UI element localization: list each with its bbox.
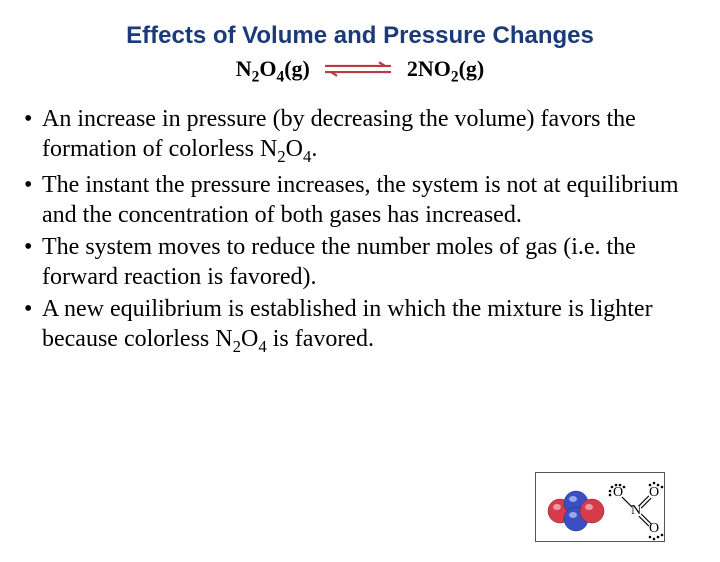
list-item: An increase in pressure (by decreasing t…	[20, 104, 700, 168]
product: 2NO2(g)	[407, 56, 484, 81]
reactant: N2O4(g)	[236, 56, 316, 81]
equilibrium-arrow-icon	[323, 58, 393, 84]
svg-text:O: O	[613, 485, 623, 500]
list-item: The system moves to reduce the number mo…	[20, 232, 700, 292]
equilibrium-equation: N2O4(g) 2NO2(g)	[0, 56, 720, 86]
bullet-list: An increase in pressure (by decreasing t…	[0, 104, 720, 358]
page-title: Effects of Volume and Pressure Changes	[0, 22, 720, 50]
list-item: A new equilibrium is established in whic…	[20, 294, 700, 358]
svg-text:O: O	[649, 485, 659, 500]
list-item: The instant the pressure increases, the …	[20, 170, 700, 230]
molecule-diagram: ONO O	[535, 472, 665, 542]
svg-text:O: O	[649, 521, 659, 536]
svg-text:N: N	[631, 503, 641, 518]
